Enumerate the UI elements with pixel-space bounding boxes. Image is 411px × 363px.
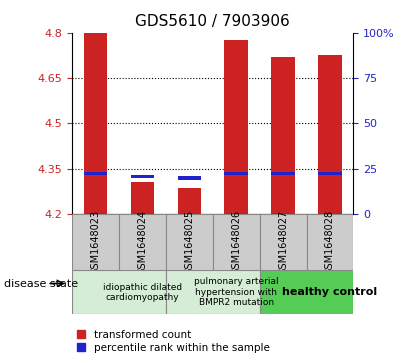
Bar <box>84 172 107 175</box>
Legend: transformed count, percentile rank within the sample: transformed count, percentile rank withi… <box>77 330 270 352</box>
Bar <box>224 40 248 214</box>
Bar <box>318 56 342 214</box>
Bar <box>260 214 307 270</box>
Bar <box>166 214 213 270</box>
Bar <box>72 270 166 314</box>
Text: healthy control: healthy control <box>282 287 378 297</box>
Text: GSM1648025: GSM1648025 <box>184 210 194 275</box>
Text: GSM1648027: GSM1648027 <box>278 210 288 275</box>
Text: GSM1648023: GSM1648023 <box>90 210 100 275</box>
Text: GSM1648028: GSM1648028 <box>325 210 335 275</box>
Text: GSM1648026: GSM1648026 <box>231 210 241 275</box>
Text: pulmonary arterial
hypertension with
BMPR2 mutation: pulmonary arterial hypertension with BMP… <box>194 277 279 307</box>
Bar <box>178 188 201 214</box>
Bar <box>224 172 248 175</box>
Bar <box>72 214 119 270</box>
Text: GSM1648024: GSM1648024 <box>137 210 147 275</box>
Bar <box>84 33 107 214</box>
Text: disease state: disease state <box>4 278 78 289</box>
Bar <box>131 183 154 214</box>
Bar <box>318 172 342 175</box>
Bar <box>166 270 260 314</box>
Bar <box>213 214 260 270</box>
Bar <box>307 214 353 270</box>
Bar <box>131 175 154 178</box>
Bar <box>119 214 166 270</box>
Bar <box>260 270 353 314</box>
Bar <box>271 172 295 175</box>
Bar <box>178 176 201 180</box>
Title: GDS5610 / 7903906: GDS5610 / 7903906 <box>135 14 290 29</box>
Bar <box>271 57 295 214</box>
Text: idiopathic dilated
cardiomyopathy: idiopathic dilated cardiomyopathy <box>103 282 182 302</box>
